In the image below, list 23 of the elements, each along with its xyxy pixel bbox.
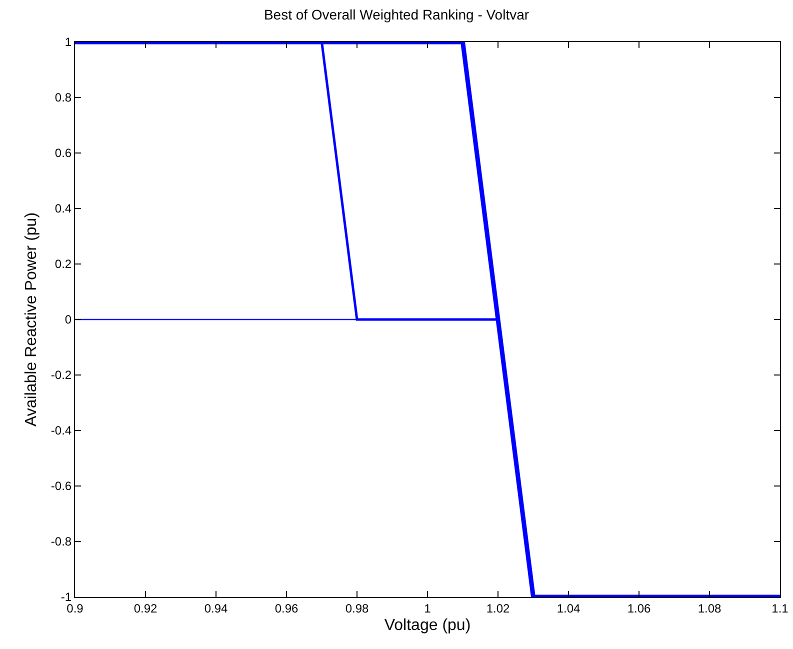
y-tick-label: 0.8 — [54, 90, 72, 105]
x-tick-label: 1 — [424, 601, 432, 616]
x-tick-label: 0.92 — [134, 601, 158, 616]
y-tick-label: -0.8 — [50, 534, 72, 549]
y-tick-label: 0 — [64, 312, 72, 327]
y-tick-label: -0.6 — [50, 479, 72, 494]
x-tick-label: 1.04 — [556, 601, 580, 616]
y-tick-label: -0.4 — [50, 424, 72, 438]
x-tick-label: 1.08 — [698, 601, 722, 616]
y-tick-label: 0.4 — [54, 202, 72, 216]
y-axis-title: Available Reactive Power (pu) — [22, 212, 40, 427]
x-tick-label: 0.98 — [345, 601, 369, 616]
x-tick-label: 1.02 — [486, 601, 510, 616]
x-axis-title: Voltage (pu) — [384, 617, 471, 634]
y-tick-label: 1 — [64, 35, 72, 50]
y-tick-label: 0.6 — [54, 146, 72, 160]
x-tick-label: 0.96 — [274, 601, 298, 616]
x-tick-label: 1.06 — [627, 601, 651, 616]
x-tick-label: 1.1 — [772, 601, 789, 616]
y-tick-label: 0.2 — [54, 257, 72, 272]
x-tick-label: 0.94 — [204, 601, 228, 616]
chart-title: Best of Overall Weighted Ranking - Voltvar — [264, 6, 530, 23]
y-tick-label: -0.2 — [50, 368, 72, 382]
